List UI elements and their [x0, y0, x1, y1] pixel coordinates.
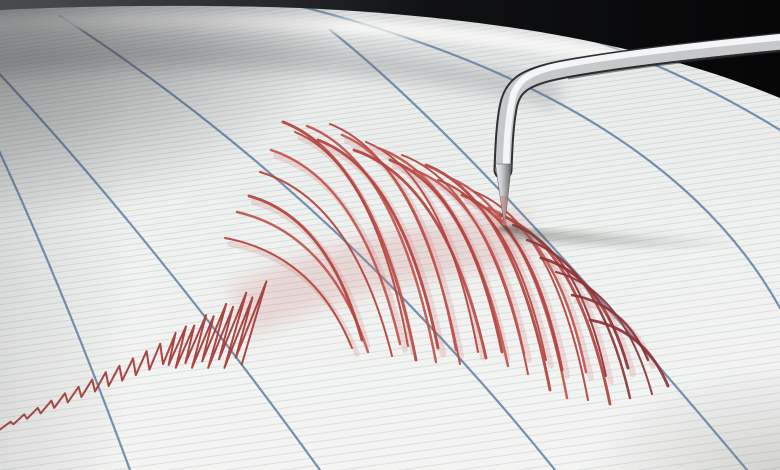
- pen-shadow: [497, 225, 733, 250]
- pen-arm: [493, 32, 780, 229]
- machine-housing: [0, 0, 780, 98]
- pen-tip: [495, 163, 512, 229]
